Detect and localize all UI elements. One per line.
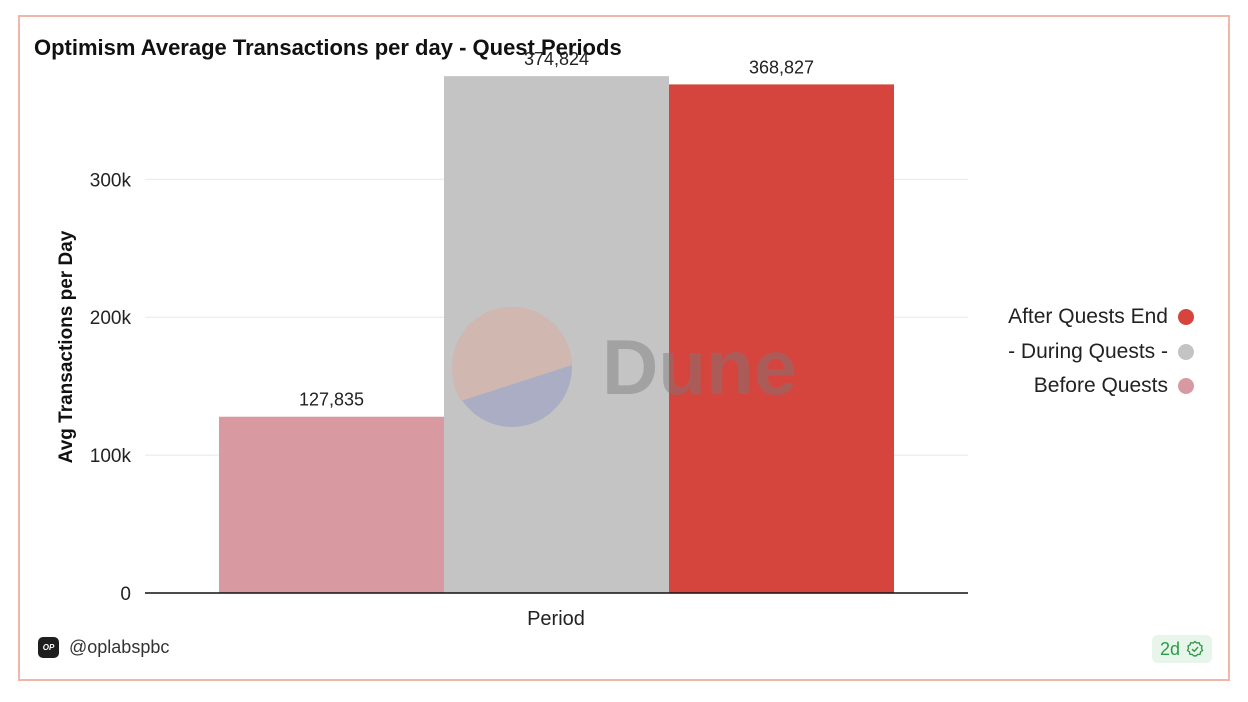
op-logo-icon: OP (38, 637, 59, 658)
data-label: 374,824 (524, 49, 589, 69)
legend-swatch (1178, 309, 1194, 326)
legend-item-after[interactable]: After Quests End (1008, 300, 1194, 335)
data-label: 127,835 (299, 390, 364, 410)
legend-label: Before Quests (1033, 374, 1168, 398)
bar-before-quests (219, 416, 444, 593)
dune-watermark: Dune (451, 307, 797, 427)
x-axis-title: Period (527, 608, 585, 630)
bar-after-quests-end (669, 84, 894, 593)
chart-card: Optimism Average Transactions per day - … (18, 15, 1230, 681)
author-handle: @oplabspbc (69, 637, 170, 657)
age-text: 2d (1159, 638, 1180, 659)
legend-swatch (1178, 378, 1194, 395)
y-tick-label: 100k (90, 446, 132, 467)
chart-title: Optimism Average Transactions per day - … (34, 35, 622, 60)
age-badge[interactable]: 2d (1151, 635, 1212, 663)
check-circle-icon (1186, 640, 1204, 657)
legend-item-before[interactable]: Before Quests (1008, 369, 1194, 404)
y-tick-label: 0 (120, 584, 131, 605)
y-tick-label: 300k (90, 170, 132, 191)
legend: After Quests End - During Quests - Befor… (1008, 300, 1194, 404)
y-axis-title: Avg Transactions per Day (56, 230, 77, 463)
legend-label: - During Quests - (1008, 339, 1168, 363)
watermark-text: Dune (602, 323, 797, 411)
bar-chart: 0 100k 200k 300k 127,835 374,824 368,827 Dune Pe… (56, 49, 968, 630)
legend-label: After Quests End (1008, 305, 1168, 329)
y-tick-label: 200k (90, 308, 132, 329)
bar-during-quests (444, 76, 669, 593)
author-link[interactable]: OP @oplabspbc (38, 637, 169, 658)
data-label: 368,827 (749, 57, 814, 77)
legend-swatch (1178, 343, 1194, 360)
legend-item-during[interactable]: - During Quests - (1008, 335, 1194, 370)
